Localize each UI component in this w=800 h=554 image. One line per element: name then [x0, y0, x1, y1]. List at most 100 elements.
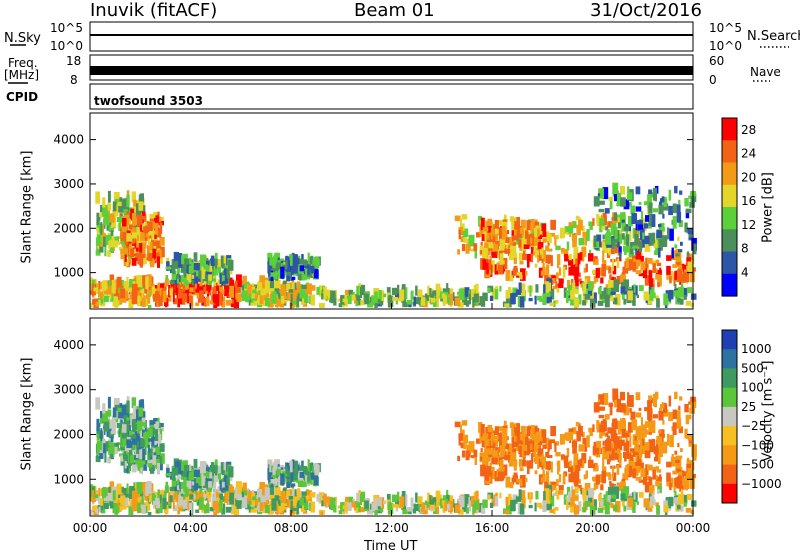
power-echo-cell	[222, 271, 226, 276]
velocity-echo-cell	[247, 491, 252, 504]
velocity-echo-cell	[103, 443, 107, 454]
power-echo-cell	[668, 270, 673, 281]
velocity-echo-cell	[193, 492, 200, 500]
power-echo-cell	[193, 263, 200, 271]
velocity-echo-cell	[291, 459, 295, 472]
velocity-echo-cell	[593, 402, 600, 413]
power-echo-cell	[626, 234, 630, 248]
power-echo-cell	[616, 258, 620, 269]
power-echo-cell	[518, 239, 522, 248]
velocity-echo-cell	[487, 424, 493, 436]
power-echo-cell	[147, 221, 153, 231]
velocity-echo-cell	[542, 444, 547, 449]
power-colorbar-frame	[721, 117, 738, 297]
power-colorbar-tick: 20	[741, 170, 756, 184]
velocity-echo-cell	[461, 420, 468, 426]
power-echo-cell	[131, 191, 136, 203]
velocity-echo-cell	[189, 494, 195, 500]
velocity-echo-cell	[534, 454, 539, 464]
power-echo-cell	[672, 216, 677, 229]
velocity-echo-cell	[652, 484, 655, 491]
power-echo-cell	[553, 300, 556, 308]
power-echo-cell	[236, 293, 242, 302]
velocity-echo-cell	[222, 477, 226, 483]
power-ytick-label: 2000	[53, 221, 84, 235]
velocity-echo-cell	[430, 505, 436, 510]
power-echo-cell	[209, 300, 214, 305]
power-echo-cell	[623, 226, 630, 231]
power-echo-cell	[212, 287, 215, 296]
velocity-echo-cell	[560, 434, 566, 445]
power-echo-cell	[465, 243, 470, 254]
velocity-ytick-label: 2000	[53, 427, 84, 441]
velocity-echo-cell	[299, 471, 304, 478]
velocity-echo-cell	[555, 507, 559, 511]
power-colorbar-swatch	[722, 118, 737, 141]
velocity-echo-cell	[528, 504, 533, 509]
velocity-echo-cell	[220, 462, 225, 474]
velocity-echo-cell	[612, 472, 617, 481]
velocity-echo-cell	[154, 459, 160, 466]
velocity-echo-cell	[191, 481, 195, 486]
velocity-echo-cell	[118, 410, 124, 419]
velocity-echo-cell	[159, 460, 163, 471]
power-echo-cell	[593, 235, 597, 247]
power-echo-cell	[102, 204, 108, 216]
power-echo-cell	[603, 287, 607, 300]
velocity-echo-cell	[684, 428, 688, 439]
velocity-echo-cell	[648, 395, 653, 401]
power-echo-cell	[649, 289, 652, 300]
velocity-echo-cell	[462, 434, 469, 444]
power-echo-cell	[184, 270, 187, 278]
nave-tick-top: 60	[709, 54, 725, 68]
velocity-echo-cell	[158, 423, 164, 427]
power-echo-cell	[656, 229, 663, 239]
velocity-echo-cell	[518, 458, 523, 467]
velocity-echo-cell	[658, 430, 662, 434]
velocity-echo-cell	[268, 472, 272, 483]
power-echo-cell	[480, 241, 483, 246]
power-echo-cell	[293, 262, 298, 274]
velocity-echo-cell	[129, 430, 133, 436]
power-echo-cell	[689, 202, 695, 208]
velocity-echo-cell	[147, 428, 153, 438]
velocity-echo-cell	[549, 495, 555, 507]
power-echo-cell	[593, 276, 597, 284]
velocity-echo-cell	[534, 427, 540, 435]
velocity-echo-cell	[259, 482, 265, 495]
power-echo-cell	[200, 254, 206, 267]
velocity-echo-cell	[435, 497, 439, 508]
power-echo-cell	[627, 192, 633, 200]
velocity-echo-cell	[302, 509, 308, 514]
velocity-echo-cell	[199, 487, 203, 497]
velocity-echo-cell	[131, 397, 136, 409]
power-echo-cell	[574, 274, 579, 280]
power-echo-cell	[374, 291, 378, 304]
power-echo-cell	[305, 288, 310, 293]
velocity-echo-cell	[516, 478, 523, 483]
velocity-echo-cell	[569, 494, 576, 499]
power-echo-cell	[550, 219, 556, 230]
power-echo-cell	[614, 226, 618, 240]
power-echo-cell	[140, 240, 143, 246]
power-echo-cell	[643, 223, 649, 229]
velocity-echo-cell	[180, 475, 185, 479]
velocity-echo-cell	[666, 481, 669, 487]
velocity-echo-cell	[123, 487, 129, 498]
velocity-echo-cell	[242, 482, 247, 496]
velocity-echo-cell	[503, 420, 507, 426]
velocity-echo-cell	[103, 425, 106, 430]
velocity-echo-cell	[588, 488, 594, 498]
power-echo-cell	[610, 291, 616, 296]
power-echo-cell	[635, 206, 642, 212]
time-tick-label: 20:00	[575, 521, 610, 535]
velocity-echo-cell	[625, 465, 629, 475]
velocity-echo-cell	[128, 463, 131, 472]
power-echo-cell	[265, 297, 270, 307]
power-echo-cell	[605, 226, 609, 231]
power-echo-cell	[131, 257, 137, 266]
velocity-echo-cell	[593, 465, 599, 472]
velocity-echo-cell	[221, 481, 225, 488]
velocity-echo-cell	[557, 490, 564, 495]
velocity-echo-cell	[574, 486, 579, 494]
